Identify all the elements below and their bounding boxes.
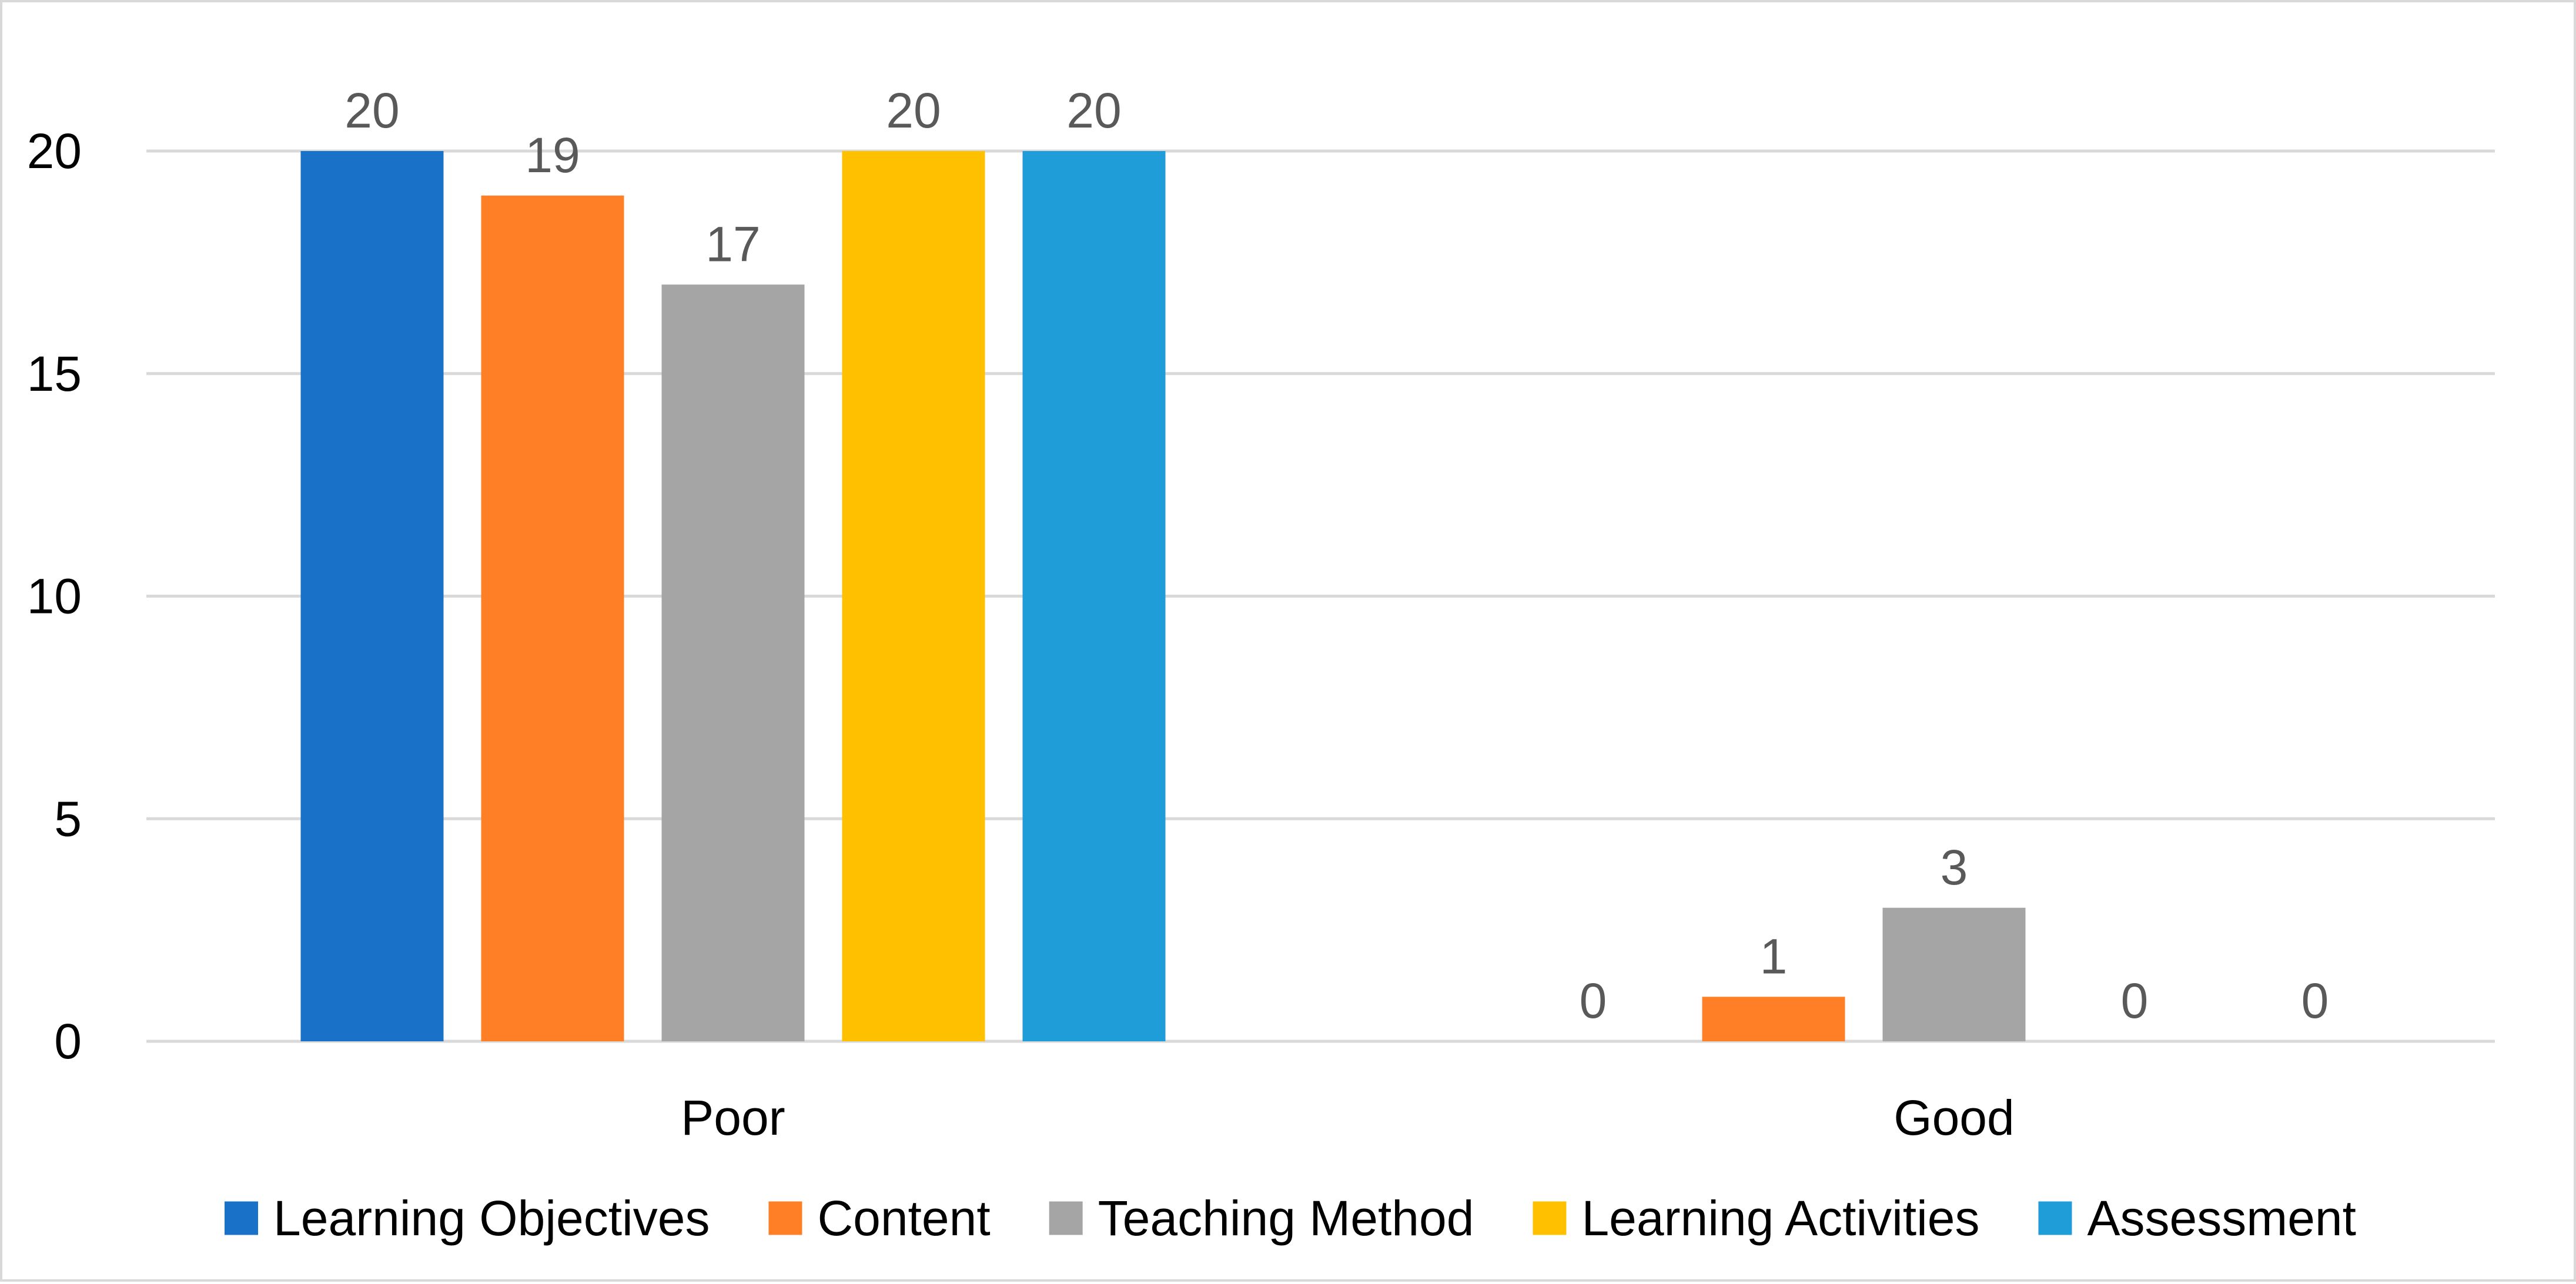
data-label: 1 (1760, 928, 1788, 984)
legend-swatch (768, 1201, 802, 1235)
bars (300, 151, 2026, 1041)
legend-label: Learning Objectives (273, 1191, 710, 1246)
y-tick-label: 15 (27, 346, 82, 401)
y-tick-label: 20 (27, 123, 82, 179)
legend-item-assessment: Assessment (2038, 1191, 2356, 1246)
legend-swatch (225, 1201, 259, 1235)
legend-item-content: Content (768, 1191, 991, 1246)
bar-poor-learning-objectives (300, 151, 444, 1041)
data-label: 0 (1580, 973, 1607, 1028)
legend-item-teaching-method: Teaching Method (1049, 1191, 1474, 1246)
legend-label: Learning Activities (1581, 1191, 1979, 1246)
data-label: 20 (344, 83, 399, 138)
bar-poor-learning-activities (842, 151, 985, 1041)
data-label: 0 (2301, 973, 2329, 1028)
data-label: 0 (2121, 973, 2149, 1028)
y-tick-label: 5 (54, 791, 82, 846)
legend-label: Assessment (2087, 1191, 2356, 1246)
legend-item-learning-activities: Learning Activities (1533, 1191, 1979, 1246)
bar-poor-content (481, 195, 624, 1041)
data-label: 19 (525, 128, 580, 183)
data-label: 20 (1066, 83, 1121, 138)
bar-good-teaching-method (1882, 907, 2026, 1041)
y-tick-label: 10 (27, 569, 82, 624)
bar-poor-assessment (1022, 151, 1166, 1041)
bar-poor-teaching-method (661, 284, 805, 1041)
y-tick-label: 0 (54, 1014, 82, 1069)
x-category-label: Poor (681, 1090, 785, 1145)
legend-label: Content (817, 1191, 990, 1246)
data-label: 3 (1941, 840, 1968, 895)
x-category-label: Good (1893, 1090, 2015, 1145)
data-label: 20 (886, 83, 941, 138)
legend-swatch (1533, 1201, 1567, 1235)
legend-swatch (1049, 1201, 1083, 1235)
legend-label: Teaching Method (1098, 1191, 1474, 1246)
legend-item-learning-objectives: Learning Objectives (225, 1191, 710, 1246)
legend-swatch (2038, 1201, 2072, 1235)
legend: Learning Objectives Content Teaching Metho… (225, 1191, 2356, 1246)
data-labels: 20 19 17 20 20 0 1 3 0 0 (344, 83, 2329, 1028)
bar-good-content (1702, 997, 1845, 1041)
data-label: 17 (705, 216, 760, 271)
